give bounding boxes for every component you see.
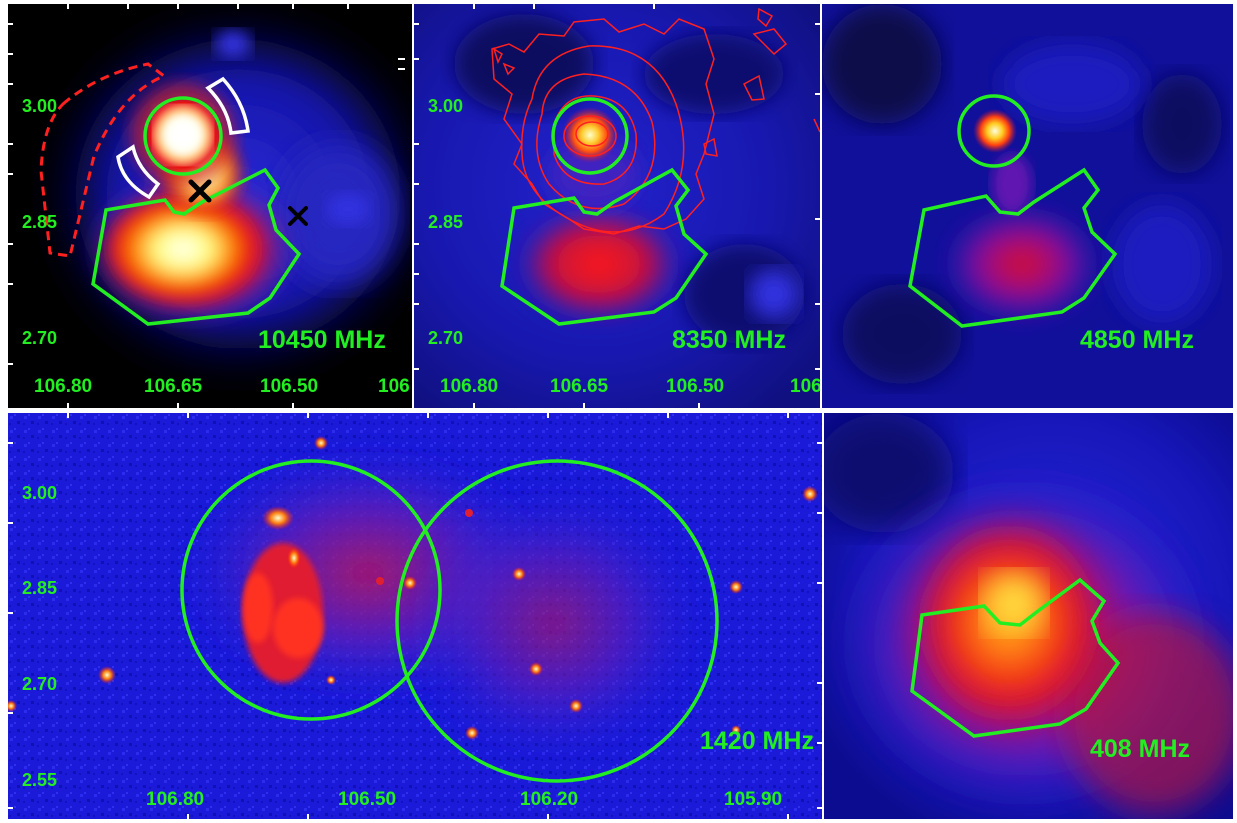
panel-1420mhz-image bbox=[8, 413, 822, 819]
x-tick-label: 105.90 bbox=[724, 789, 783, 810]
x-tick-label: 106.65 bbox=[144, 376, 203, 397]
panel-4850mhz: 4850 MHz bbox=[822, 4, 1233, 408]
y-tick-label: 2.55 bbox=[22, 770, 58, 790]
frequency-label: 4850 MHz bbox=[1080, 326, 1194, 354]
region-polygon bbox=[500, 167, 709, 326]
region-polygon bbox=[910, 577, 1121, 738]
x-tick-label: 106.80 bbox=[440, 376, 499, 397]
frequency-label: 8350 MHz bbox=[672, 326, 786, 354]
y-tick-label: 3.00 bbox=[22, 96, 58, 116]
panel-10450mhz-image bbox=[8, 4, 412, 408]
region-polygon bbox=[908, 167, 1118, 328]
x-tick-label: 106.80 bbox=[34, 376, 93, 397]
x-tick-label: 106.80 bbox=[146, 789, 205, 810]
cross-marker-2 bbox=[288, 206, 308, 226]
y-tick-label: 3.00 bbox=[428, 96, 464, 116]
x-tick-label: 106.50 bbox=[338, 789, 397, 810]
y-tick-label: 2.70 bbox=[22, 328, 58, 348]
x-tick-label: 106 bbox=[790, 376, 820, 397]
y-tick-label: 2.85 bbox=[22, 578, 58, 598]
x-tick-label: 106.20 bbox=[520, 789, 579, 810]
x-tick-label: 106.65 bbox=[550, 376, 609, 397]
x-tick-label: 106 bbox=[378, 376, 410, 397]
x-tick-label: 106.50 bbox=[260, 376, 319, 397]
source-circle bbox=[551, 97, 629, 175]
green-circle-right bbox=[395, 459, 719, 783]
y-tick-label: 2.85 bbox=[428, 212, 464, 232]
y-tick-label: 2.85 bbox=[22, 212, 58, 232]
y-tick-label: 3.00 bbox=[22, 483, 58, 503]
frequency-label: 10450 MHz bbox=[258, 326, 386, 354]
x-tick-label: 106.50 bbox=[666, 376, 725, 397]
panel-4850mhz-image bbox=[822, 4, 1233, 408]
source-circle bbox=[143, 96, 223, 176]
panel-8350mhz-image bbox=[414, 4, 820, 408]
source-circle bbox=[957, 94, 1031, 168]
frequency-label: 408 MHz bbox=[1090, 735, 1191, 763]
green-circle-left bbox=[180, 459, 442, 721]
white-arc-right bbox=[205, 76, 250, 135]
cross-marker-1 bbox=[188, 179, 212, 203]
panel-8350mhz: 3.00 2.85 2.70 106.80 106.65 106.50 106 … bbox=[414, 4, 820, 408]
panel-408mhz-image bbox=[824, 413, 1233, 819]
y-tick-label: 2.70 bbox=[428, 328, 464, 348]
white-arc-left bbox=[116, 144, 161, 200]
panel-408mhz: 408 MHz bbox=[824, 413, 1233, 819]
y-tick-label: 2.70 bbox=[22, 674, 58, 694]
region-polygon bbox=[91, 167, 302, 326]
panel-10450mhz: 3.00 2.85 2.70 106.80 106.65 106.50 106 … bbox=[8, 4, 412, 408]
panel-1420mhz: 3.00 2.85 2.70 2.55 106.80 106.50 106.20… bbox=[8, 413, 822, 819]
dashed-arc-region bbox=[39, 62, 168, 258]
red-contours bbox=[491, 7, 820, 235]
frequency-label: 1420 MHz bbox=[700, 727, 814, 755]
